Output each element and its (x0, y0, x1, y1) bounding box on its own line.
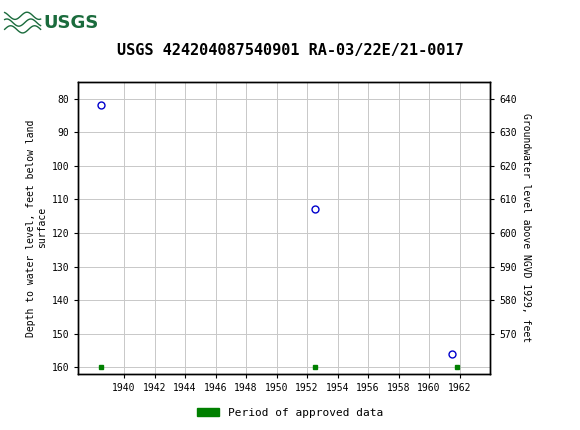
Bar (3, 2, 87, 43)
Text: USGS 424204087540901 RA-03/22E/21-0017: USGS 424204087540901 RA-03/22E/21-0017 (117, 43, 463, 58)
Y-axis label: Groundwater level above NGVD 1929, feet: Groundwater level above NGVD 1929, feet (521, 114, 531, 342)
Legend: Period of approved data: Period of approved data (193, 403, 387, 422)
Text: USGS: USGS (44, 14, 99, 31)
Y-axis label: Depth to water level, feet below land
surface: Depth to water level, feet below land su… (26, 119, 48, 337)
